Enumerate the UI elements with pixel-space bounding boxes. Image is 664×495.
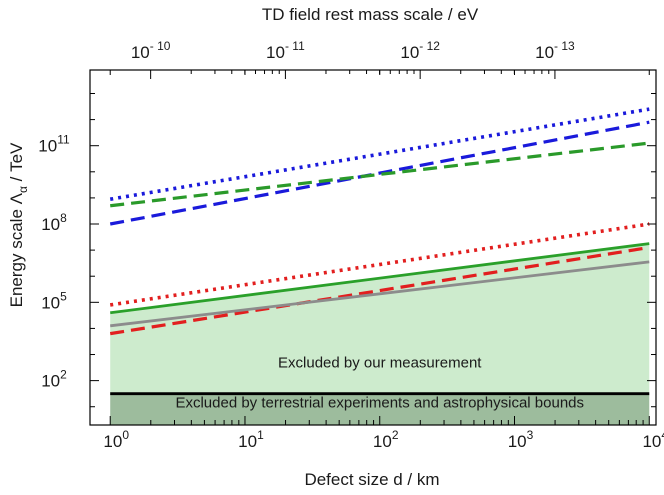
y-tick-label: 1011 — [38, 133, 70, 156]
series-gray-solid — [110, 260, 650, 328]
x-tick-label: 100 — [103, 428, 129, 451]
excluded-terrestrial-label: Excluded by terrestrial experiments and … — [175, 394, 584, 411]
x-tick-label: 103 — [508, 428, 534, 451]
y-tick-label: 102 — [41, 368, 67, 391]
series-red-dashed — [109, 245, 650, 336]
top-axis-label: TD field rest mass scale / eV — [262, 5, 479, 24]
y-tick-label: 105 — [41, 289, 67, 312]
x-tick-label: 102 — [373, 428, 399, 451]
x-tick-label: 101 — [238, 428, 264, 451]
excluded-measurement-region — [110, 243, 650, 394]
series-blue-dashed — [109, 120, 650, 226]
excluded-measurement-label: Excluded by our measurement — [278, 355, 482, 372]
series-blue-dotted — [109, 107, 650, 201]
x-tick-label: 104 — [642, 428, 664, 451]
series-green-solid — [110, 242, 650, 315]
top-tick-label: 10- 10 — [131, 39, 171, 62]
y-axis-label: Energy scale Λα / TeV — [7, 142, 30, 307]
plot-frame — [89, 69, 657, 426]
series-red-dotted — [109, 222, 650, 307]
y-tick-label: 108 — [41, 211, 67, 234]
top-tick-label: 10- 13 — [535, 39, 575, 62]
x-axis-label: Defect size d / km — [304, 470, 439, 489]
top-tick-label: 10- 11 — [266, 39, 305, 62]
series-green-dashed — [110, 141, 650, 208]
top-tick-label: 10- 12 — [400, 39, 440, 62]
